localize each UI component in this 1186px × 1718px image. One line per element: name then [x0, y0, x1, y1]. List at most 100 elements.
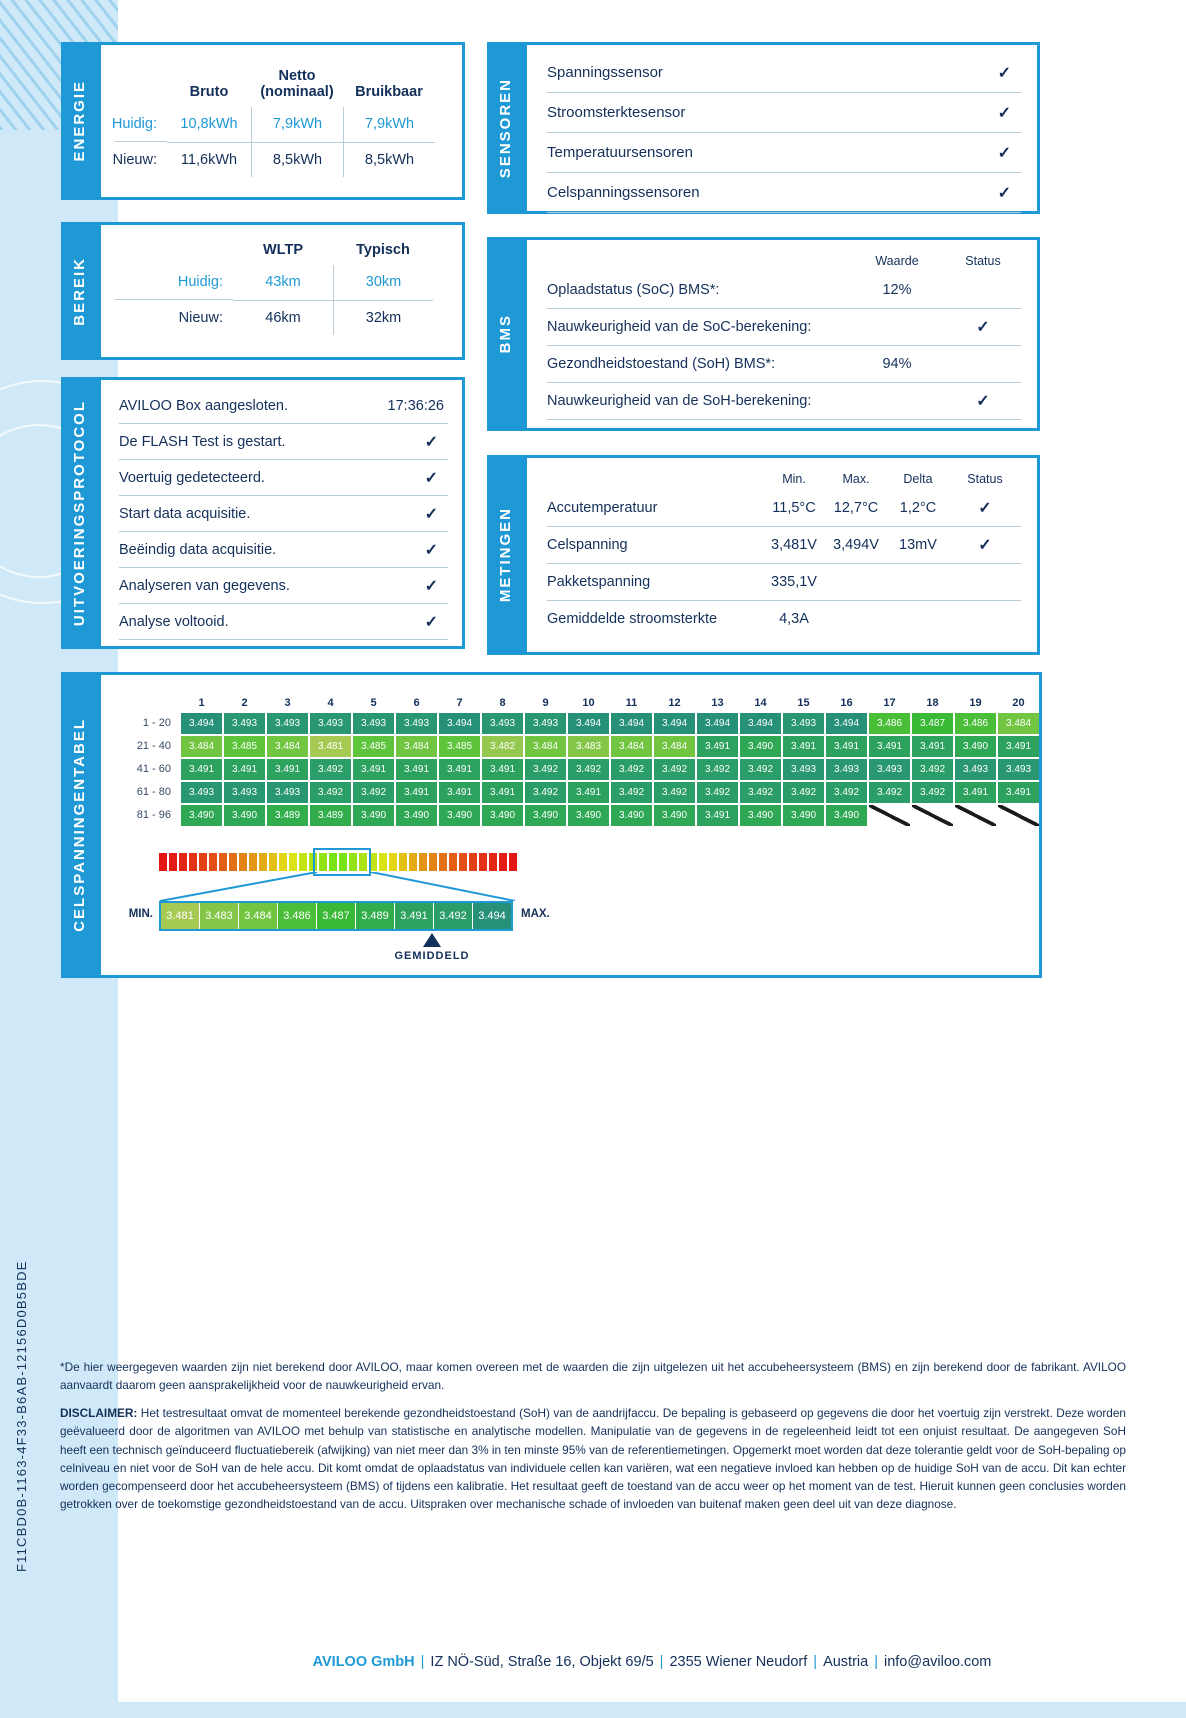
metingen-min-value: 335,1V	[771, 574, 817, 590]
cell-row-label: 61 - 80	[136, 786, 171, 798]
scale-segment	[409, 853, 417, 871]
sensor-label: Spanningssensor	[547, 64, 663, 81]
scale-segment	[259, 853, 267, 871]
cell-voltage: 3.494	[568, 713, 609, 734]
cell-voltage: 3.493	[310, 713, 351, 734]
scale-segment	[329, 853, 337, 871]
scale-cell: 3.492	[434, 903, 472, 929]
protocol-row: Beëindig data acquisitie. ✓	[119, 532, 448, 568]
cell-voltage: 3.490	[224, 805, 265, 826]
metingen-row: Gemiddelde stroomsterkte 4,3A	[547, 601, 1021, 637]
check-icon: ✓	[424, 469, 438, 487]
protocol-row: Voertuig gedetecteerd. ✓	[119, 460, 448, 496]
section-energie: ENERGIE Bruto Netto (nominaal) Bruikbaar…	[61, 42, 465, 200]
check-icon: ✓	[424, 433, 438, 451]
cell-voltage: 3.491	[181, 759, 222, 780]
cell-voltage: 3.494	[611, 713, 652, 734]
bereik-header-wltp: WLTP	[263, 242, 303, 258]
cell-empty	[998, 805, 1039, 826]
scale-segment	[479, 853, 487, 871]
bms-header-row: Waarde Status	[547, 242, 1021, 272]
bereik-value: 32km	[333, 300, 433, 335]
metingen-header-max: Max.	[842, 472, 870, 486]
section-celtabel: CELSPANNINGENTABEL 1 2 3 4 5 6 7 8 9 10 11 12 13 14 15…	[61, 672, 1042, 978]
cell-voltage: 3.493	[525, 713, 566, 734]
zoom-lines	[159, 872, 516, 901]
protocol-row: Start data acquisitie. ✓	[119, 496, 448, 532]
cell-voltage: 3.492	[525, 782, 566, 803]
cell-column-header: 8	[499, 697, 506, 709]
tab-protocol: UITVOERINGSPROTOCOL	[61, 377, 98, 649]
metingen-row-label: Gemiddelde stroomsterkte	[547, 611, 718, 627]
bms-header-status: Status	[965, 254, 1001, 268]
tab-metingen-label: METINGEN	[497, 507, 514, 603]
scale-segment	[269, 853, 277, 871]
protocol-step-label: De FLASH Test is gestart.	[119, 433, 286, 450]
energie-header-netto: Netto (nominaal)	[251, 53, 343, 107]
cell-voltage: 3.491	[955, 782, 996, 803]
scale-segment	[369, 853, 377, 871]
cell-voltage: 3.490	[439, 805, 480, 826]
bottom-decor-band	[118, 1702, 1186, 1718]
scale-segment	[419, 853, 427, 871]
scale-segment	[349, 853, 357, 871]
cell-voltage: 3.492	[353, 782, 394, 803]
scale-segment	[299, 853, 307, 871]
scale-cell: 3.489	[356, 903, 394, 929]
bms-row: Gezondheidstoestand (SoH) BMS*: 94%	[547, 346, 1021, 383]
disclaimer-label: DISCLAIMER:	[60, 1406, 138, 1420]
cell-voltage: 3.491	[697, 805, 738, 826]
cell-voltage: 3.490	[740, 736, 781, 757]
footer-item: Austria	[823, 1654, 869, 1670]
cell-voltage: 3.490	[740, 805, 781, 826]
cell-voltage: 3.492	[568, 759, 609, 780]
protocol-row: AVILOO Box aangesloten. 17:36:26	[119, 388, 448, 424]
cell-voltage: 3.491	[396, 782, 437, 803]
cell-voltage: 3.491	[396, 759, 437, 780]
protocol-row: Analyseren van gegevens. ✓	[119, 568, 448, 604]
scale-segment	[319, 853, 327, 871]
cell-voltage: 3.486	[869, 713, 910, 734]
cell-voltage: 3.493	[869, 759, 910, 780]
scale-cell: 3.486	[278, 903, 316, 929]
cell-voltage: 3.490	[611, 805, 652, 826]
voltage-legend: 3.481 3.483 3.484 3.486 3.487 3.489 3.491 3.492…	[159, 901, 513, 931]
cell-voltage: 3.491	[482, 782, 523, 803]
scale-segment	[339, 853, 347, 871]
cell-voltage: 3.491	[998, 736, 1039, 757]
section-bms: BMS Waarde Status Oplaadstatus (SoC) BMS…	[487, 237, 1040, 431]
tab-energie: ENERGIE	[61, 42, 98, 200]
energie-value: 7,9kWh	[251, 106, 343, 143]
cell-voltage: 3.487	[912, 713, 953, 734]
cell-voltage: 3.492	[611, 759, 652, 780]
cell-voltage: 3.493	[783, 759, 824, 780]
scale-segment	[379, 853, 387, 871]
cell-voltage: 3.489	[267, 805, 308, 826]
cell-voltage: 3.494	[826, 713, 867, 734]
cell-voltage: 3.491	[568, 782, 609, 803]
bms-rows: Oplaadstatus (SoC) BMS*: 12% Nauwkeurighei…	[547, 272, 1021, 420]
cell-row-label: 1 - 20	[142, 717, 171, 729]
cell-voltage: 3.492	[740, 782, 781, 803]
check-icon: ✓	[978, 500, 992, 517]
bereik-value: 46km	[265, 309, 301, 326]
cell-voltage: 3.493	[998, 759, 1039, 780]
protocol-step-label: Analyseren van gegevens.	[119, 577, 290, 594]
footer-separator: |	[659, 1654, 664, 1670]
cell-voltage: 3.481	[310, 736, 351, 757]
average-label: GEMIDDELD	[394, 950, 470, 962]
tab-bms-label: BMS	[497, 314, 514, 354]
check-icon: ✓	[997, 184, 1011, 202]
bereik-row-label: Huidig:	[115, 265, 233, 300]
bereik-value: 30km	[333, 264, 433, 301]
protocol-step-label: Voertuig gedetecteerd.	[119, 469, 265, 486]
bms-row: Nauwkeurigheid van de SoH-berekening: ✓	[547, 383, 1021, 420]
cell-column-header: 19	[969, 697, 982, 709]
cell-column-header: 20	[1012, 697, 1025, 709]
energie-value: 7,9kWh	[343, 106, 435, 143]
protocol-step-label: AVILOO Box aangesloten.	[119, 397, 289, 414]
footer-separator: |	[874, 1654, 878, 1670]
scale-segment	[199, 853, 207, 871]
cell-voltage: 3.483	[568, 736, 609, 757]
